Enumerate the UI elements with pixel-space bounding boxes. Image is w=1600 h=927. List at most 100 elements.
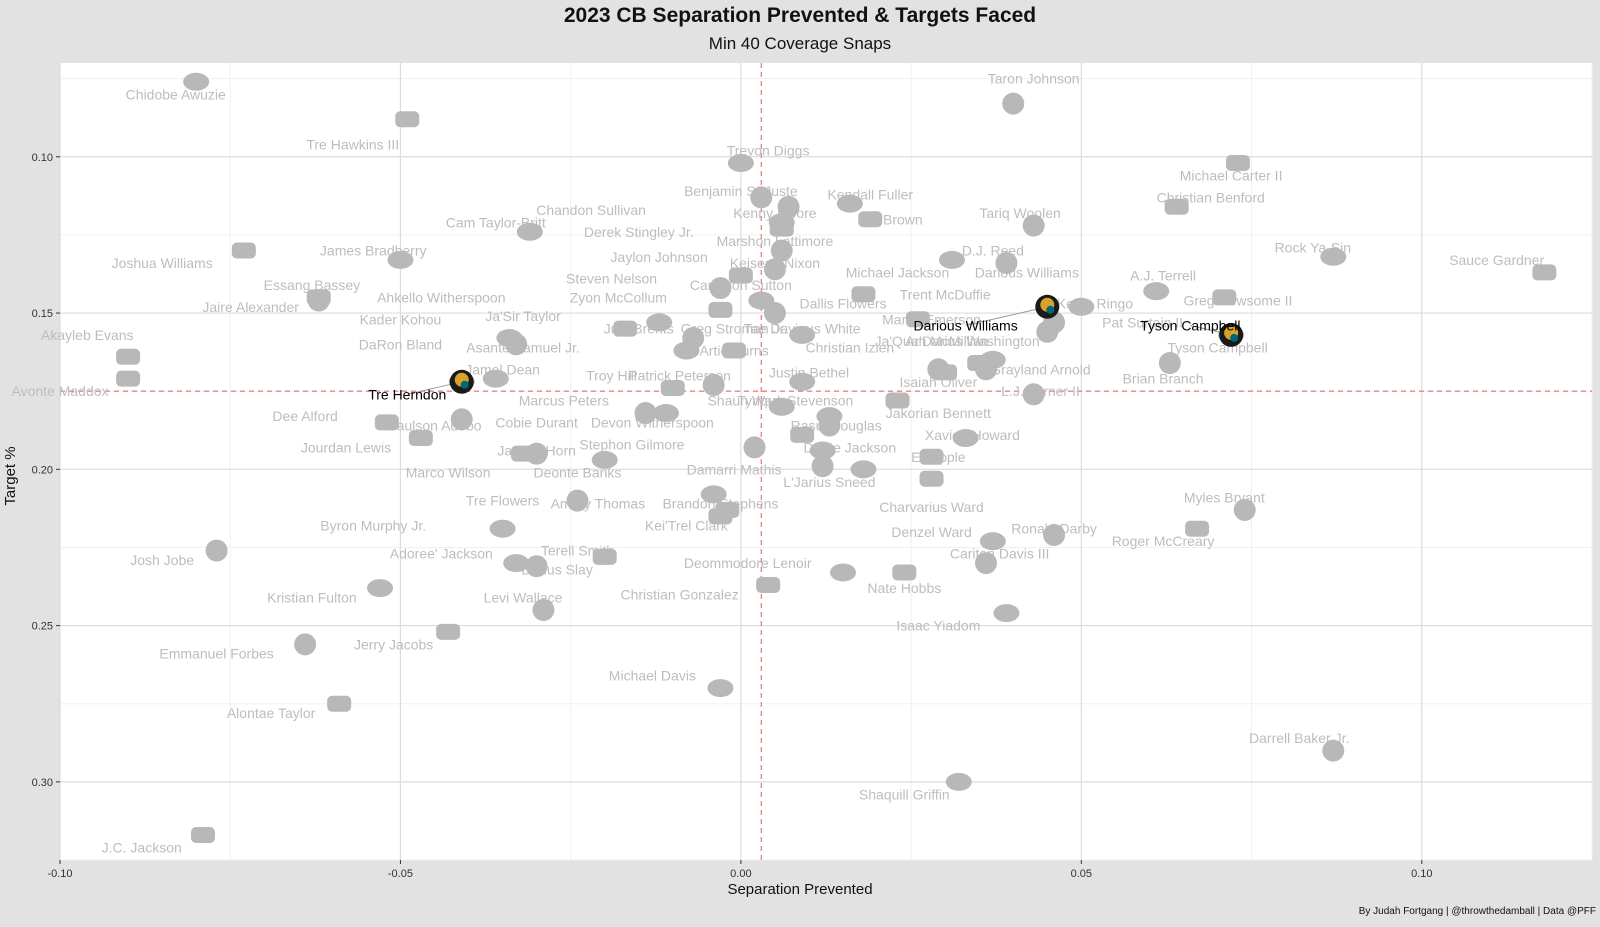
point-label: L'Jarius Sneed bbox=[783, 474, 875, 490]
y-tick-label: 0.30 bbox=[32, 777, 53, 789]
point-label: Jaylon Johnson bbox=[611, 249, 708, 265]
point-label: Ambry Thomas bbox=[551, 496, 646, 512]
data-point: Tre Brown bbox=[858, 211, 883, 228]
data-point: Shaquill Griffin bbox=[945, 772, 972, 791]
point-label: Troy Hill bbox=[586, 368, 637, 384]
point-label: Isaac Yiadom bbox=[896, 618, 980, 634]
x-tick-label: -0.05 bbox=[388, 868, 413, 880]
point-label: Adoree' Jackson bbox=[390, 546, 493, 562]
data-point: Jaire Alexander bbox=[307, 289, 330, 312]
point-label: Christian Izien bbox=[805, 339, 894, 355]
data-point: Stephon Gilmore bbox=[743, 436, 766, 459]
data-point: Jerry Jacobs bbox=[436, 623, 461, 640]
point-label: Isaiah Oliver bbox=[899, 374, 977, 390]
data-point: Cariton Davis III bbox=[975, 552, 998, 575]
point-label: Cobie Durant bbox=[495, 414, 578, 430]
data-point: Deonte Banks bbox=[591, 450, 618, 469]
point-label: Kei'Trel Clark bbox=[645, 518, 729, 534]
data-point: Sauce Gardner bbox=[1532, 264, 1557, 281]
data-point: Pat Surtain II bbox=[1036, 320, 1059, 343]
point-label: Justin Bethel bbox=[769, 364, 849, 380]
point-label: Tariq Woolen bbox=[979, 205, 1060, 221]
highlight-label: Tyson Campbell bbox=[1140, 318, 1240, 334]
data-point: Asante Samuel Jr. bbox=[673, 341, 700, 360]
point-label: Chandon Sullivan bbox=[536, 202, 646, 218]
data-point: Tre Flowers bbox=[566, 489, 589, 512]
point-label: Denzel Ward bbox=[891, 524, 971, 540]
data-point: Zyon McCollum bbox=[708, 301, 733, 318]
data-point: Josh Jobe bbox=[205, 539, 228, 562]
point-label: Marcus Peters bbox=[519, 393, 609, 409]
jaguars-logo-icon-accent bbox=[460, 380, 469, 389]
point-label: Jerry Jacobs bbox=[354, 636, 433, 652]
data-point: Patrick Peterson bbox=[702, 373, 725, 396]
data-point: Darrell Baker Jr. bbox=[1322, 739, 1345, 762]
data-point: Keisean Nixon bbox=[763, 258, 786, 281]
data-point: Donte Jackson bbox=[809, 441, 836, 460]
point-label: Damarri Mathis bbox=[687, 461, 782, 477]
data-point: Chandon Sullivan bbox=[777, 195, 800, 218]
point-label: Kelee Ringo bbox=[1057, 296, 1133, 312]
data-point: Akayleb Evans bbox=[116, 348, 141, 365]
data-point: Taron Johnson bbox=[1002, 92, 1025, 115]
data-point: A.J. Terrell bbox=[1143, 282, 1170, 301]
data-point: Nate Hobbs bbox=[892, 564, 917, 581]
highlight-label: Tre Herndon bbox=[368, 386, 446, 402]
data-point: Cobie Durant bbox=[652, 404, 679, 423]
data-point: Myles Bryant bbox=[1233, 498, 1256, 521]
data-point: Shaun Wade bbox=[768, 397, 795, 416]
point-label: Kader Kohou bbox=[360, 311, 442, 327]
data-point: Ambry Thomas bbox=[700, 485, 727, 504]
point-label: Chidobe Awuzie bbox=[126, 86, 226, 102]
data-point: Isaiah Oliver bbox=[933, 364, 958, 381]
data-point: Grayland Arnold bbox=[975, 358, 998, 381]
point-label: Devon Witherspoon bbox=[591, 414, 714, 430]
data-points: Chidobe Awuzie Tre Hawkins III Taron Johns… bbox=[116, 72, 1557, 843]
point-label: Deonte Banks bbox=[533, 464, 621, 480]
point-label: A.J. Terrell bbox=[1130, 268, 1196, 284]
point-label: Steven Nelson bbox=[566, 271, 657, 287]
data-point: James Bradberry bbox=[387, 250, 414, 269]
y-tick-label: 0.20 bbox=[32, 464, 53, 476]
data-point: Christian Benford bbox=[1164, 198, 1189, 215]
point-label: Sauce Gardner bbox=[1449, 252, 1544, 268]
data-point: Isaac Yiadom bbox=[993, 604, 1020, 623]
data-point: L.J. Turner II bbox=[1022, 383, 1045, 406]
data-point: Denzel Ward bbox=[979, 532, 1006, 551]
data-point: Michael Jackson bbox=[938, 250, 965, 269]
chart-subtitle: Min 40 Coverage Snaps bbox=[708, 34, 892, 53]
data-point: Byron Murphy Jr. bbox=[489, 519, 516, 538]
data-point: Eli Apple bbox=[919, 448, 944, 465]
data-point: Rock Ya-Sin bbox=[1320, 247, 1347, 266]
point-label: Joshua Williams bbox=[112, 255, 213, 271]
point-label: Ahkello Witherspoon bbox=[377, 289, 505, 305]
data-point: Ronald Darby bbox=[1043, 523, 1066, 546]
point-label: Marco Wilson bbox=[406, 464, 491, 480]
point-label: Christian Gonzalez bbox=[620, 586, 738, 602]
point-label: Michael Jackson bbox=[846, 264, 950, 280]
data-point: Troy Hill bbox=[660, 380, 685, 397]
data-point: DaRon Bland bbox=[505, 333, 528, 356]
data-point: Tyrique Stevenson bbox=[885, 392, 910, 409]
point-label: Jaire Alexander bbox=[202, 299, 299, 315]
point-label: Tre Flowers bbox=[466, 493, 539, 509]
point-label: Stephon Gilmore bbox=[579, 436, 684, 452]
point-label: Josh Jobe bbox=[130, 552, 194, 568]
data-point: D.J. Reed bbox=[995, 252, 1018, 275]
data-point: Damarri Mathis bbox=[811, 455, 834, 478]
data-point: Tariq Woolen bbox=[1022, 214, 1045, 237]
point-label: Michael Davis bbox=[609, 668, 696, 684]
data-point: Xavien Howard bbox=[952, 429, 979, 448]
jaguars-logo-icon-accent bbox=[1230, 333, 1239, 342]
data-point: Greg Stroman Jr. bbox=[789, 325, 816, 344]
data-point: Christian Gonzalez bbox=[756, 576, 781, 593]
data-point: Ahkello Witherspoon bbox=[646, 313, 673, 332]
data-point: Dallis Flowers bbox=[763, 302, 786, 325]
data-point: Trent McDuffie bbox=[851, 286, 876, 303]
x-tick-label: -0.10 bbox=[47, 868, 72, 880]
point-label: Shaun Wade bbox=[707, 393, 788, 409]
point-label: J.C. Jackson bbox=[102, 839, 182, 855]
point-label: Taron Johnson bbox=[988, 71, 1080, 87]
x-tick-label: 0.05 bbox=[1071, 868, 1092, 880]
data-point: Jamel Dean bbox=[482, 369, 509, 388]
